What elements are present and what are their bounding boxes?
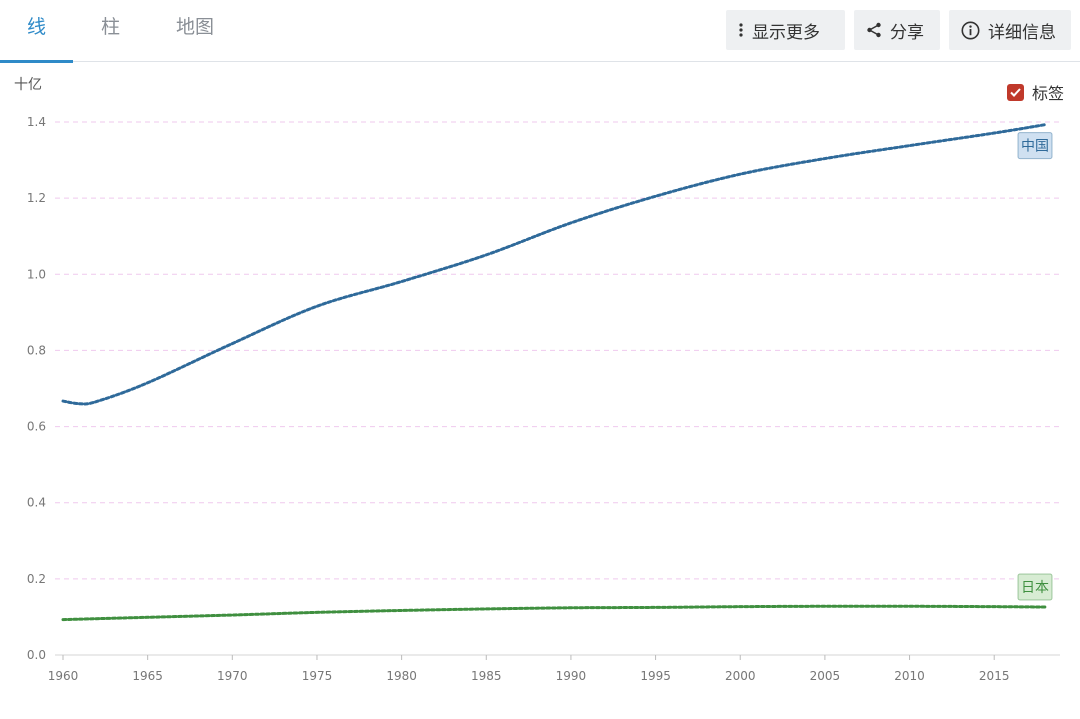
checkbox-checked-icon[interactable] — [1007, 83, 1024, 101]
x-tick-label: 2000 — [725, 669, 756, 683]
x-tick-label: 1990 — [556, 669, 587, 683]
series-line-0 — [61, 123, 1047, 406]
more-vertical-icon — [738, 22, 744, 38]
x-tick-label: 2010 — [894, 669, 925, 683]
top-bar: 线 柱 地图 显示更多 分享 详细信息 — [0, 0, 1080, 63]
info-icon — [961, 21, 980, 40]
y-unit-label: 十亿 — [14, 77, 42, 93]
share-icon — [866, 22, 882, 38]
series-label-text: 日本 — [1021, 580, 1049, 596]
series-label-text: 中国 — [1021, 139, 1049, 155]
x-tick-label: 1965 — [132, 669, 163, 683]
share-label: 分享 — [890, 22, 924, 43]
labels-toggle-label: 标签 — [1032, 84, 1065, 103]
tab-map[interactable]: 地图 — [175, 16, 214, 38]
series-label-0: 中国 — [1017, 132, 1053, 160]
tab-line[interactable]: 线 — [0, 0, 73, 63]
y-tick-label: 0.6 — [27, 420, 46, 434]
show-more-label: 显示更多 — [752, 22, 820, 43]
details-button[interactable]: 详细信息 — [949, 10, 1071, 50]
details-label: 详细信息 — [988, 22, 1056, 43]
y-tick-label: 0.8 — [27, 343, 46, 357]
series-line-1 — [61, 604, 1047, 622]
x-tick-label: 2015 — [979, 669, 1010, 683]
y-tick-label: 1.0 — [27, 267, 46, 281]
y-tick-label: 1.2 — [27, 191, 46, 205]
x-tick-label: 1980 — [386, 669, 417, 683]
share-button[interactable]: 分享 — [854, 10, 940, 50]
y-tick-label: 0.4 — [27, 496, 46, 510]
tab-bar[interactable]: 柱 — [100, 16, 120, 38]
x-tick-label: 1975 — [302, 669, 333, 683]
x-tick-label: 1960 — [48, 669, 79, 683]
series-label-1: 日本 — [1017, 573, 1053, 601]
y-tick-label: 0.0 — [27, 648, 46, 662]
x-tick-label: 1985 — [471, 669, 502, 683]
x-tick-label: 1995 — [640, 669, 671, 683]
y-tick-label: 0.2 — [27, 572, 46, 586]
show-more-button[interactable]: 显示更多 — [726, 10, 845, 50]
x-tick-label: 2005 — [810, 669, 841, 683]
y-tick-label: 1.4 — [27, 115, 46, 129]
labels-toggle[interactable]: 标签 — [1007, 82, 1065, 103]
x-tick-label: 1970 — [217, 669, 248, 683]
